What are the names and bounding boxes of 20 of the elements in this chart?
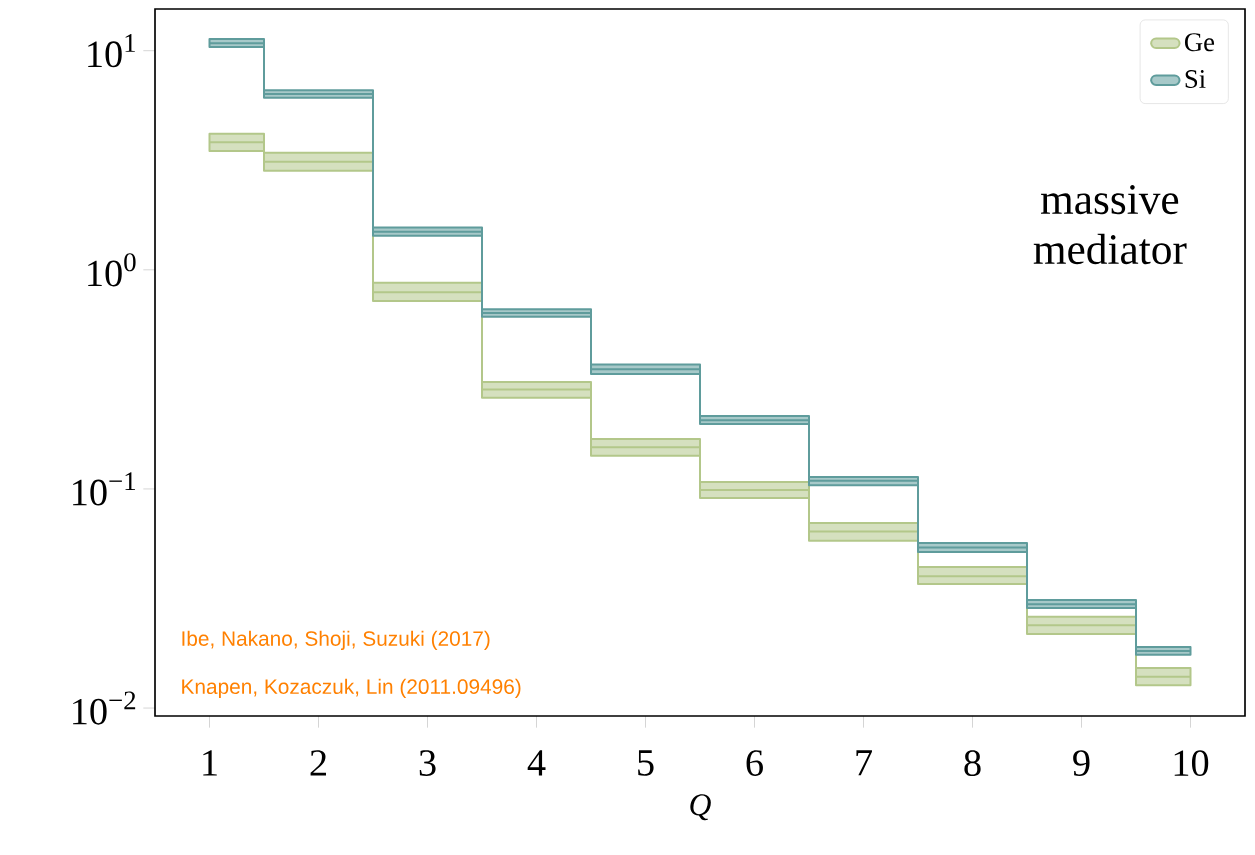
legend-label: Ge	[1184, 33, 1215, 52]
legend-label: Si	[1185, 70, 1206, 88]
x-tick-label: 2	[310, 750, 326, 776]
x-tick-label: 8	[964, 750, 981, 777]
x-tick-label: 9	[1073, 750, 1090, 776]
x-tick-label: 6	[746, 750, 763, 776]
y-tick-label: 10$^{−1}$	[73, 472, 136, 506]
x-tick-label: 3	[419, 750, 436, 776]
x-tick-label: 4	[527, 750, 546, 776]
y-tick-label: 10$^{1}$	[88, 34, 136, 68]
x-tick-label: 7	[856, 750, 872, 776]
annotation: massive mediator	[1033, 185, 1187, 265]
y-tick-label: 10$^{0}$	[88, 253, 136, 287]
y-tick-label: 10$^{−2}$	[73, 691, 136, 725]
x-tick-label: 10	[1174, 750, 1209, 777]
x-tick-label: 5	[638, 750, 654, 776]
annotation: Knapen, Kozaczuk, Lin (2011.09496)	[182, 678, 521, 699]
annotation: Ibe, Nakano, Shoji, Suzuki (2017)	[182, 630, 490, 651]
x-axis-title: Q	[690, 794, 711, 821]
x-tick-label: 1	[203, 750, 217, 776]
